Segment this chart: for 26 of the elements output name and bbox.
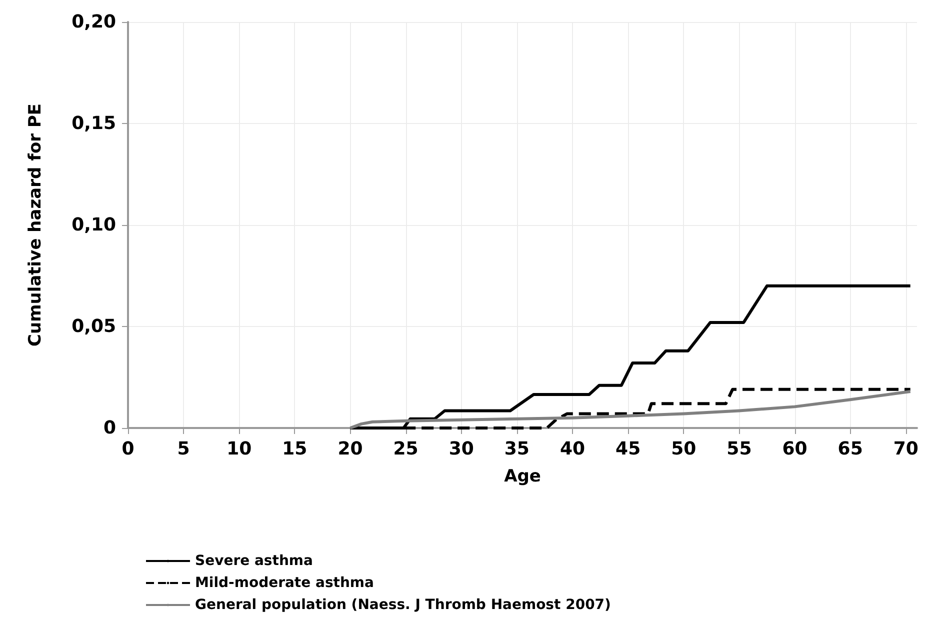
x-axis-title: Age: [504, 466, 541, 486]
x-tick-label: 70: [893, 438, 918, 460]
x-tick-label: 30: [448, 438, 474, 460]
x-tick-label: 25: [393, 438, 418, 460]
y-tick-label: 0,20: [72, 12, 116, 32]
x-tick-label: 20: [338, 438, 363, 460]
y-tick-label: 0,05: [72, 316, 116, 337]
line-series: [348, 284, 912, 430]
legend-label: Mild-moderate asthma: [195, 575, 374, 591]
y-axis-title: Cumulative hazard for PE: [26, 103, 46, 347]
x-tick-label: 35: [504, 438, 530, 460]
x-tick-label: 15: [282, 438, 308, 460]
x-tick-label: 45: [616, 438, 641, 460]
x-tick-label: 40: [560, 438, 586, 460]
x-tick-label: 60: [782, 438, 808, 460]
x-tick-label: 0: [122, 438, 134, 460]
x-tick-label: 5: [177, 438, 190, 460]
y-tick-label: 0,15: [72, 113, 116, 134]
y-tick-label: 0,10: [72, 214, 116, 236]
x-tick-label: 10: [226, 438, 252, 460]
y-tick-label: 0: [103, 418, 116, 438]
x-tick-label: 55: [726, 438, 752, 460]
x-tick-label: 50: [671, 438, 696, 460]
legend-label: Severe asthma: [195, 553, 313, 569]
x-tick-label: 65: [838, 438, 863, 460]
legend-label: General population (Naess. J Thromb Haemost 2007): [195, 597, 611, 613]
